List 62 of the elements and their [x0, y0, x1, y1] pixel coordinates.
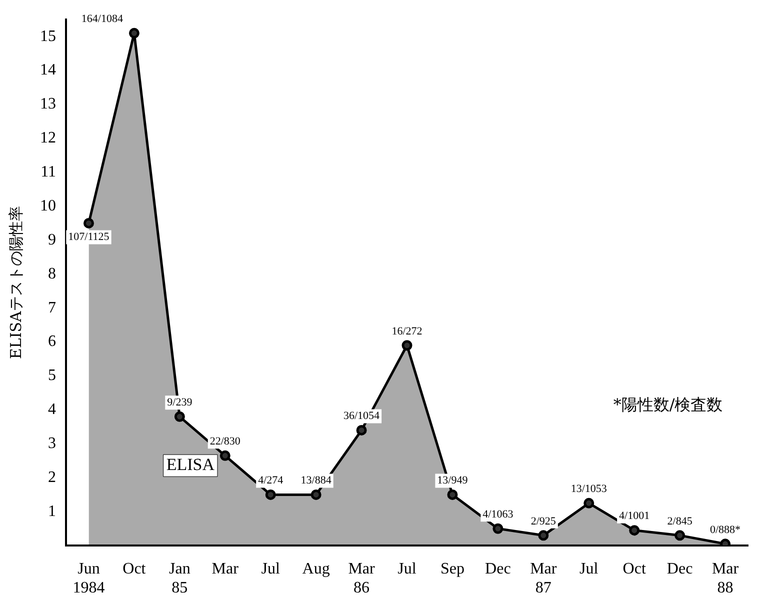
data-label: 4/274 — [258, 474, 284, 487]
data-label: 16/272 — [392, 325, 422, 338]
point — [584, 498, 594, 508]
y-tick-label: 2 — [48, 468, 56, 486]
point — [629, 525, 640, 536]
point — [83, 218, 94, 228]
y-tick-label: 8 — [48, 265, 56, 282]
data-label: 9/239 — [167, 396, 193, 409]
x-tick-label: Jan 85 — [169, 560, 190, 597]
x-tick-label: Jul — [580, 560, 599, 578]
data-label: 22/830 — [210, 436, 241, 448]
y-tick-label: 4 — [48, 401, 56, 418]
point — [310, 489, 322, 500]
point — [174, 411, 185, 422]
y-tick-label: 1 — [48, 502, 56, 520]
point — [402, 340, 412, 351]
annotation: ELISA — [166, 455, 216, 474]
x-tick-label: Mar 87 — [530, 560, 558, 597]
point — [265, 489, 276, 500]
x-tick-label: Oct — [622, 560, 646, 578]
data-label: 13/949 — [437, 474, 468, 487]
data-label: 36/1054 — [344, 410, 380, 422]
y-tick-label: 10 — [40, 197, 56, 214]
data-label: 107/1125 — [68, 231, 110, 244]
y-tick-label: 15 — [40, 28, 56, 45]
data-label: 2/925 — [530, 515, 556, 528]
point — [356, 424, 367, 436]
data-label: 13/1053 — [570, 483, 608, 496]
point — [447, 489, 458, 500]
x-tick-label: Aug — [302, 560, 330, 578]
point — [220, 450, 230, 461]
x-tick-label: Dec — [485, 560, 511, 578]
x-tick-label: Dec — [666, 560, 693, 578]
y-tick-label: 11 — [40, 164, 56, 181]
x-tick-label: Jul — [398, 560, 417, 578]
x-tick-label: Jul — [261, 560, 280, 578]
x-tick-label: Jun 1984 — [72, 560, 105, 597]
x-tick-label: Mar 88 — [712, 560, 740, 597]
x-tick-label: Mar 86 — [348, 560, 376, 597]
x-tick-label: Sep — [440, 560, 464, 578]
data-label: 4/1063 — [482, 508, 514, 521]
y-tick-label: 9 — [48, 231, 56, 248]
x-tick-label: Mar — [212, 560, 240, 578]
data-label: 2/845 — [667, 515, 693, 528]
data-label: 164/1084 — [81, 13, 124, 26]
data-label: 0/888* — [710, 524, 741, 536]
point — [492, 523, 504, 534]
y-tick-label: 7 — [48, 299, 56, 316]
y-tick-label: 3 — [48, 434, 56, 452]
data-label: 13/884 — [300, 474, 332, 487]
y-tick-label: 14 — [40, 62, 56, 79]
y-tick-label: 13 — [40, 96, 56, 113]
x-tick-label: Oct — [122, 560, 146, 578]
y-tick-label: 12 — [40, 130, 56, 147]
point — [674, 530, 686, 541]
y-tick-label: 6 — [48, 333, 56, 350]
y-tick-label: 5 — [48, 367, 56, 384]
data-label: 4/1001 — [619, 510, 650, 522]
point — [128, 28, 140, 38]
annotation: *陽性数/検査数 — [613, 394, 723, 414]
point — [538, 530, 549, 541]
y-axis-title: ELISAテストの陽性率 — [6, 206, 25, 360]
